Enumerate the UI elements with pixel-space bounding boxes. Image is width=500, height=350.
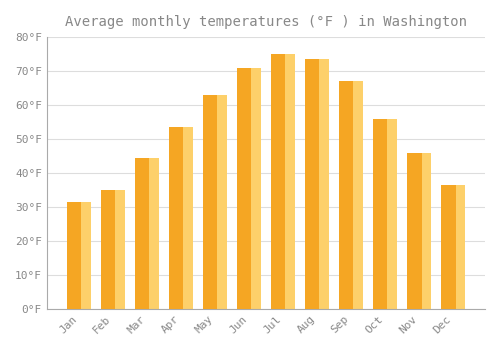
Bar — [305, 59, 329, 309]
Bar — [169, 127, 192, 309]
Bar — [135, 158, 149, 309]
Bar — [101, 190, 115, 309]
Bar — [339, 81, 353, 309]
Bar — [203, 95, 227, 309]
Bar — [67, 202, 81, 309]
Bar — [237, 68, 252, 309]
Bar — [203, 95, 217, 309]
Bar — [169, 127, 183, 309]
Bar — [271, 54, 285, 309]
Bar — [305, 59, 320, 309]
Bar — [407, 153, 422, 309]
Bar — [373, 119, 388, 309]
Bar — [67, 202, 90, 309]
Bar — [373, 119, 397, 309]
Bar — [339, 81, 363, 309]
Bar — [407, 153, 431, 309]
Bar — [101, 190, 124, 309]
Bar — [271, 54, 295, 309]
Title: Average monthly temperatures (°F ) in Washington: Average monthly temperatures (°F ) in Wa… — [65, 15, 467, 29]
Bar — [442, 185, 456, 309]
Bar — [442, 185, 465, 309]
Bar — [237, 68, 261, 309]
Bar — [135, 158, 158, 309]
